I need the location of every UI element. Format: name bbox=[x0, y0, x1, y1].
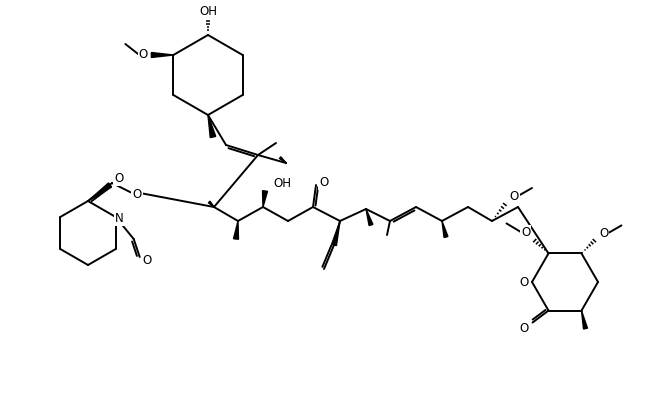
Text: O: O bbox=[520, 322, 529, 335]
Text: OH: OH bbox=[199, 5, 217, 17]
Polygon shape bbox=[442, 221, 448, 237]
Text: O: O bbox=[519, 276, 529, 288]
Text: O: O bbox=[320, 176, 328, 189]
Text: O: O bbox=[142, 255, 151, 267]
Polygon shape bbox=[88, 183, 111, 201]
Polygon shape bbox=[581, 311, 587, 329]
Text: O: O bbox=[509, 190, 519, 203]
Text: O: O bbox=[599, 227, 608, 240]
Polygon shape bbox=[262, 191, 268, 207]
Text: O: O bbox=[115, 171, 124, 185]
Text: N: N bbox=[115, 211, 124, 225]
Text: O: O bbox=[139, 47, 148, 61]
Text: O: O bbox=[133, 187, 142, 201]
Polygon shape bbox=[208, 115, 216, 138]
Polygon shape bbox=[332, 221, 340, 246]
Polygon shape bbox=[151, 52, 173, 58]
Polygon shape bbox=[366, 209, 373, 226]
Text: O: O bbox=[521, 226, 530, 239]
Polygon shape bbox=[234, 221, 238, 239]
Text: OH: OH bbox=[273, 176, 291, 190]
